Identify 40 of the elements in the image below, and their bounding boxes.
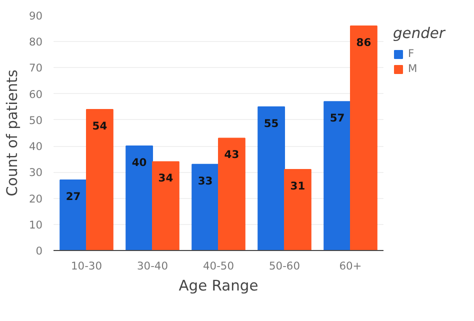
y-tick-label: 80 — [28, 36, 43, 49]
data-label: 34 — [158, 172, 174, 185]
bar — [126, 146, 153, 250]
legend-title: gender — [393, 25, 445, 42]
bar — [350, 25, 378, 250]
x-axis-title: Age Range — [178, 278, 258, 294]
y-tick-label: 90 — [28, 10, 43, 22]
data-label: 86 — [356, 36, 372, 49]
x-tick-label: 10-30 — [71, 260, 102, 272]
y-tick-label: 30 — [28, 166, 43, 180]
bar — [60, 180, 87, 250]
bar — [258, 106, 285, 250]
y-tick-label: 70 — [28, 62, 43, 75]
data-label: 40 — [132, 156, 147, 170]
data-label: 27 — [66, 190, 81, 203]
legend-label: F — [408, 47, 416, 60]
data-label: 43 — [224, 148, 240, 162]
y-tick-label: 10 — [28, 218, 43, 232]
x-tick-label: 40-50 — [203, 260, 234, 272]
bar — [86, 109, 114, 250]
y-tick-label: 40 — [28, 140, 43, 154]
x-tick-label: 30-40 — [137, 260, 168, 272]
bar — [152, 161, 180, 250]
y-tick-label: 50 — [28, 114, 43, 127]
bar — [284, 169, 312, 250]
bar — [192, 164, 219, 250]
y-tick-label: 20 — [28, 192, 43, 206]
data-label: 33 — [198, 174, 213, 188]
data-label: 55 — [264, 116, 279, 130]
y-tick-label: 0 — [36, 244, 43, 258]
x-tick-label: 60+ — [339, 260, 362, 272]
legend-label: M — [408, 62, 418, 75]
data-label: 31 — [290, 180, 306, 193]
x-tick-label: 50-60 — [269, 260, 300, 272]
bar — [324, 101, 351, 250]
y-axis-title: Count of patients — [4, 70, 21, 196]
bar — [218, 138, 246, 250]
data-label: 57 — [330, 112, 345, 125]
data-label: 54 — [92, 120, 108, 132]
y-tick-label: 60 — [28, 88, 43, 101]
